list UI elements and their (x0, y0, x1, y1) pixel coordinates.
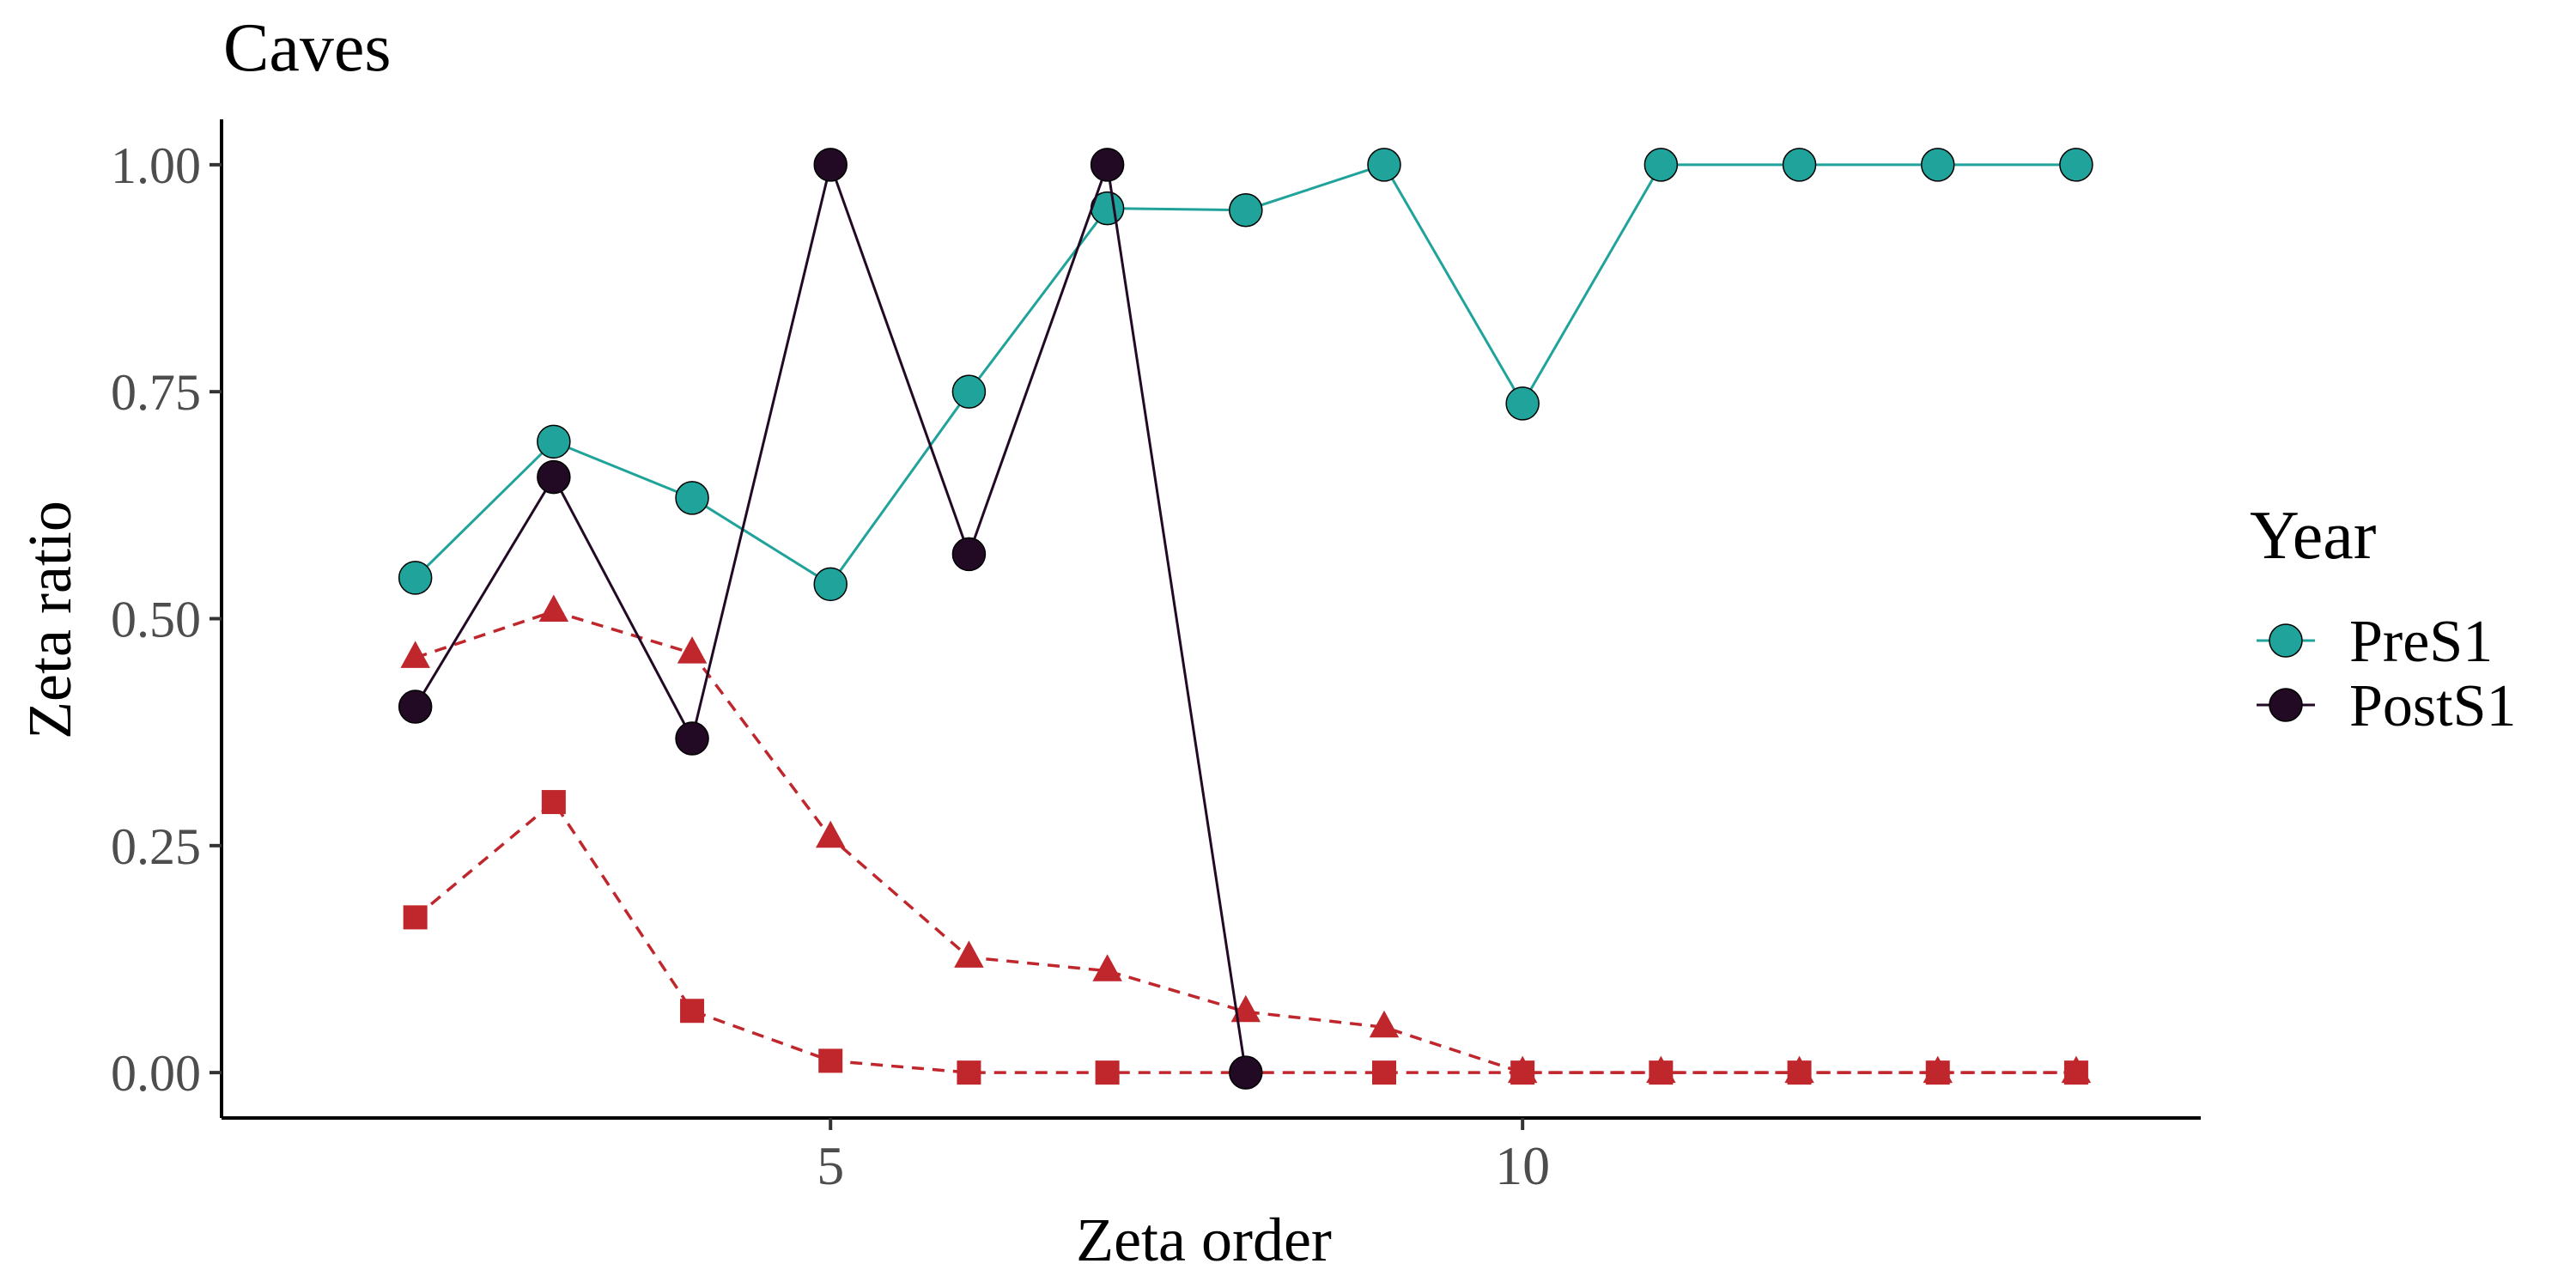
data-point (1367, 148, 1401, 182)
data-point (1095, 1060, 1120, 1085)
data-point (677, 636, 708, 664)
data-point (1371, 1060, 1396, 1085)
legend-label: PreS1 (2349, 609, 2493, 675)
data-point (398, 690, 433, 724)
data-point (398, 561, 433, 595)
y-tick-label: 0.75 (111, 364, 201, 421)
data-point (537, 424, 571, 459)
data-point (1229, 1055, 1263, 1090)
data-point (813, 148, 848, 182)
data-point (541, 790, 566, 815)
data-point (537, 459, 571, 495)
legend-key-marker (2269, 688, 2303, 722)
y-axis-title: Zeta ratio (15, 501, 84, 739)
data-point (1230, 994, 1261, 1023)
data-point (815, 820, 846, 848)
data-point (1925, 1060, 1950, 1085)
data-point (675, 481, 709, 515)
data-point (951, 537, 987, 572)
data-point (1787, 1060, 1812, 1085)
data-point (675, 721, 709, 756)
data-point (1510, 1060, 1535, 1085)
x-tick-label: 5 (817, 1135, 844, 1196)
data-point (2063, 1060, 2088, 1085)
data-point (2059, 148, 2093, 182)
data-point (1369, 1010, 1400, 1038)
data-point (400, 641, 430, 668)
data-point (1920, 148, 1955, 182)
y-tick-label: 0.50 (111, 592, 201, 648)
data-point (1643, 148, 1679, 182)
data-point (680, 999, 705, 1024)
data-point (1649, 1060, 1674, 1085)
data-point (1092, 954, 1122, 981)
legend-title: Year (2250, 498, 2376, 574)
data-point (957, 1060, 981, 1085)
series-0 (398, 148, 2093, 602)
x-tick-label: 10 (1495, 1135, 1550, 1196)
data-point (1782, 148, 1817, 182)
series-1 (398, 148, 1263, 1090)
x-axis-title: Zeta order (1076, 1206, 1332, 1274)
axes: 0.00 0.25 0.50 0.75 1.00 5 10 (111, 119, 2201, 1196)
plot-area (398, 148, 2093, 1090)
data-point (954, 940, 984, 968)
data-point (538, 594, 569, 623)
y-tick-label: 0.00 (111, 1045, 201, 1102)
data-point (951, 374, 987, 409)
chart-title: Caves (223, 10, 392, 86)
data-point (1505, 386, 1540, 421)
data-point (403, 905, 428, 930)
data-point (813, 567, 848, 602)
legend-label: PostS1 (2349, 673, 2517, 739)
y-tick-label: 1.00 (111, 137, 201, 194)
data-point (818, 1048, 843, 1073)
data-point (1090, 148, 1125, 182)
legend-key-marker (2269, 623, 2303, 658)
y-tick-label: 0.25 (111, 818, 201, 875)
data-point (1229, 192, 1263, 228)
